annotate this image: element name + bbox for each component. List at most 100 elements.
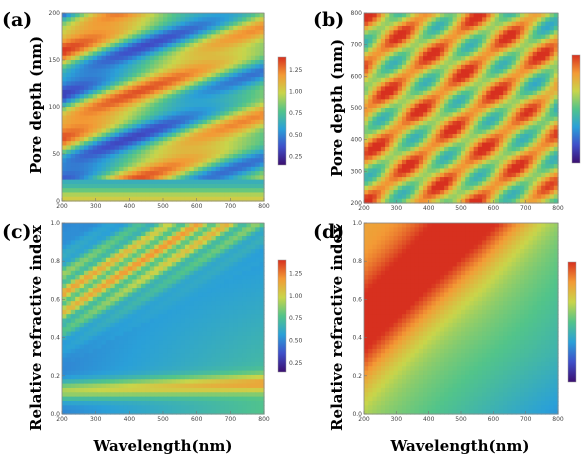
heatmap-cell (220, 158, 226, 164)
heatmap-cell (211, 128, 217, 134)
heatmap-cell (198, 42, 204, 48)
heatmap-cell (149, 292, 155, 298)
heatmap-cell (149, 42, 155, 48)
colorbar (571, 54, 581, 164)
heatmap-cell (549, 73, 555, 79)
heatmap-cell (423, 51, 428, 57)
heatmap-cell (435, 164, 441, 170)
heatmap-cell (154, 72, 160, 78)
heatmap-cell (524, 34, 530, 40)
heatmap-cell (259, 119, 265, 125)
heatmap-cell (410, 69, 416, 75)
heatmap-cell (189, 72, 195, 78)
heatmap-cell (456, 181, 462, 187)
heatmap-cell (418, 159, 424, 165)
heatmap-cell (92, 13, 98, 18)
heatmap-cell (233, 107, 239, 112)
heatmap-cell (202, 158, 208, 164)
heatmap-cell (246, 162, 252, 168)
heatmap-cell (423, 194, 428, 200)
heatmap-cell (127, 136, 133, 142)
heatmap-cell (184, 60, 190, 65)
heatmap-cell (123, 279, 129, 285)
heatmap-cell (176, 21, 182, 27)
heatmap-cell (149, 107, 155, 112)
heatmap-cell (141, 154, 147, 159)
heatmap-cell (242, 236, 248, 241)
heatmap-cell (136, 72, 142, 78)
heatmap-cell (127, 68, 133, 74)
heatmap-cell (532, 129, 538, 135)
heatmap-cell (250, 51, 256, 57)
heatmap-cell (163, 188, 168, 194)
heatmap-cell (444, 177, 449, 183)
heatmap-cell (163, 244, 168, 250)
heatmap-cell (414, 116, 420, 122)
heatmap-cell (193, 60, 199, 65)
heatmap-cell (494, 164, 500, 170)
heatmap-cell (250, 179, 256, 185)
heatmap-cell (123, 132, 129, 138)
heatmap-cell (193, 128, 199, 134)
heatmap-cell (176, 262, 182, 268)
heatmap-cell (220, 257, 226, 263)
heatmap-cell (494, 86, 500, 92)
heatmap-cell (202, 60, 208, 65)
heatmap-cell (83, 136, 89, 142)
heatmap-cell (246, 107, 252, 112)
heatmap-cell (75, 25, 81, 31)
heatmap-cell (215, 183, 221, 189)
heatmap-cell (127, 249, 133, 254)
heatmap-cell (62, 77, 67, 82)
heatmap-cell (70, 102, 76, 108)
heatmap-cell (171, 296, 177, 302)
heatmap-cell (184, 175, 190, 181)
heatmap-cell (145, 51, 151, 57)
heatmap-cell (473, 51, 479, 57)
heatmap-cell (494, 21, 500, 27)
heatmap-cell (198, 154, 204, 159)
heatmap-cell (393, 198, 399, 204)
heatmap-cell (184, 288, 190, 294)
heatmap-cell (237, 292, 243, 298)
heatmap-cell (79, 128, 85, 134)
heatmap-cell (250, 188, 256, 194)
heatmap-cell (255, 25, 261, 31)
heatmap-cell (206, 34, 212, 40)
heatmap-cell (237, 279, 243, 285)
heatmap-cell (418, 125, 424, 131)
heatmap-cell (372, 60, 378, 66)
heatmap-cell (127, 175, 133, 181)
heatmap-cell (206, 196, 212, 202)
heatmap-cell (136, 288, 142, 294)
heatmap-cell (145, 77, 151, 82)
heatmap-cell (246, 288, 252, 294)
heatmap-cell (541, 177, 546, 183)
heatmap-cell (439, 185, 445, 191)
heatmap-cell (477, 172, 483, 178)
heatmap-cell (136, 266, 142, 272)
heatmap-cell (158, 279, 164, 285)
heatmap-cell (515, 60, 521, 66)
heatmap-cell (154, 132, 160, 138)
heatmap-cell (431, 77, 437, 83)
heatmap-cell (414, 95, 420, 100)
heatmap-cell (83, 128, 89, 134)
heatmap-cell (461, 198, 466, 204)
heatmap-cell (385, 194, 390, 200)
heatmap-cell (88, 136, 94, 142)
heatmap-cell (524, 159, 530, 165)
heatmap-cell (136, 162, 142, 168)
heatmap-cell (163, 266, 168, 272)
heatmap-cell (410, 172, 416, 178)
heatmap-cell (105, 236, 111, 241)
heatmap-cell (141, 223, 147, 228)
heatmap-cell (206, 38, 212, 44)
heatmap-cell (406, 155, 411, 161)
heatmap-cell (532, 82, 538, 88)
heatmap-cell (553, 138, 559, 144)
heatmap-cell (490, 13, 496, 18)
heatmap-cell (515, 185, 521, 191)
heatmap-cell (123, 102, 129, 108)
heatmap-cell (532, 47, 538, 53)
